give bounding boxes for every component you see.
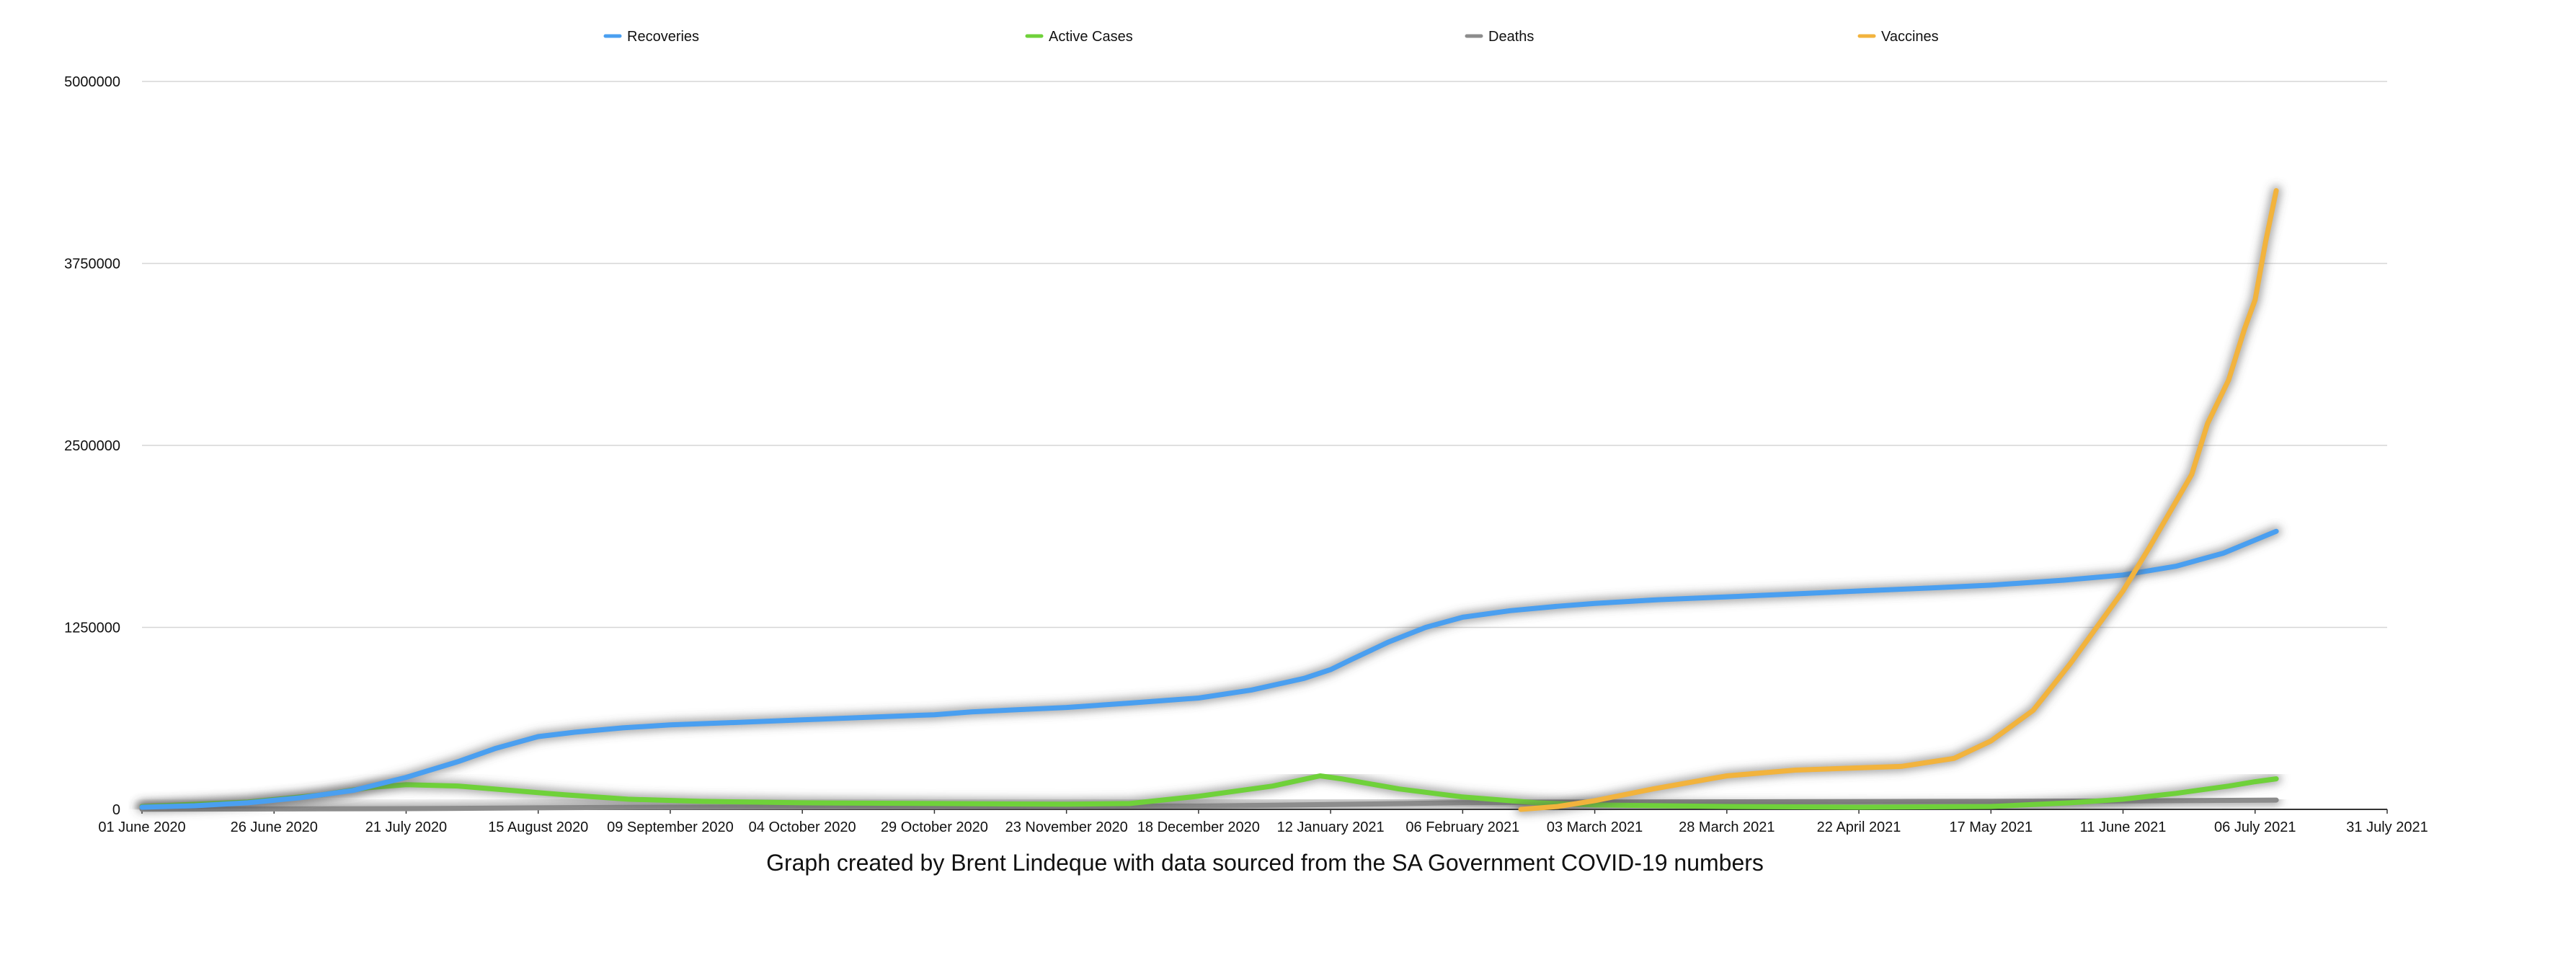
series-layer — [137, 185, 2282, 814]
legend-label-active-cases: Active Cases — [1049, 29, 1133, 45]
x-tick-label: 04 October 2020 — [749, 819, 856, 835]
series-recoveries — [137, 526, 2282, 812]
x-tick-label: 21 July 2020 — [365, 819, 447, 835]
y-tick-label: 3750000 — [64, 257, 120, 272]
y-axis-ticks: 0 1250000 2500000 3750000 5000000 — [64, 74, 120, 818]
x-tick-label: 03 March 2021 — [1547, 819, 1643, 835]
legend-label-deaths: Deaths — [1488, 29, 1534, 45]
x-tick-label: 18 December 2020 — [1137, 819, 1260, 835]
x-tick-label: 29 October 2020 — [881, 819, 988, 835]
y-tick-label: 5000000 — [64, 74, 120, 90]
legend: Recoveries Active Cases Deaths Vaccines — [603, 29, 1939, 45]
x-tick-label: 31 July 2021 — [2346, 819, 2428, 835]
x-tick-label: 26 June 2020 — [231, 819, 318, 835]
x-tick-label: 17 May 2021 — [1949, 819, 2033, 835]
x-tick-label: 09 September 2020 — [607, 819, 734, 835]
chart-caption: Graph created by Brent Lindeque with dat… — [766, 850, 1764, 876]
gridlines — [142, 81, 2387, 628]
x-tick-label: 22 April 2021 — [1817, 819, 1901, 835]
x-axis-ticks: 01 June 2020 26 June 2020 21 July 2020 15 A… — [98, 809, 2428, 835]
x-tick-label: 12 January 2021 — [1277, 819, 1385, 835]
x-tick-label: 01 June 2020 — [98, 819, 185, 835]
series-line-vaccines — [1518, 188, 2279, 812]
x-tick-label: 06 July 2021 — [2214, 819, 2296, 835]
x-tick-label: 23 November 2020 — [1005, 819, 1128, 835]
y-tick-label: 1250000 — [64, 621, 120, 636]
x-tick-label: 11 June 2021 — [2080, 819, 2167, 835]
series-shadow-vaccines — [1516, 185, 2282, 814]
series-active-cases — [137, 770, 2282, 812]
y-tick-label: 2500000 — [64, 438, 120, 454]
series-line-recoveries — [139, 528, 2279, 810]
legend-label-recoveries: Recoveries — [627, 29, 699, 45]
series-vaccines — [1516, 185, 2282, 814]
x-tick-label: 15 August 2020 — [488, 819, 588, 835]
series-shadow-recoveries — [137, 526, 2282, 812]
x-tick-label: 28 March 2021 — [1679, 819, 1775, 835]
x-tick-label: 06 February 2021 — [1405, 819, 1519, 835]
y-tick-label: 0 — [112, 802, 120, 818]
legend-label-vaccines: Vaccines — [1881, 29, 1939, 45]
series-line-active-cases — [139, 773, 2279, 810]
